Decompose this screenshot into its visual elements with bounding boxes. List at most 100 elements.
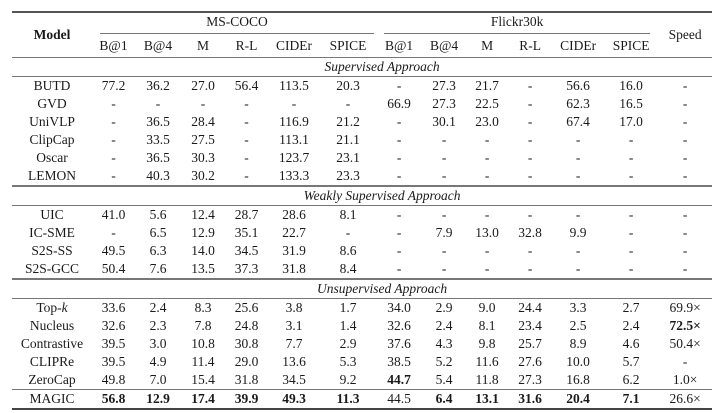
header-flickr30k: Flickr30k — [376, 12, 658, 34]
table-cell: - — [155, 96, 161, 111]
table-cell: - — [396, 243, 402, 258]
model-name: MAGIC — [12, 390, 92, 410]
table-cell: 16.0 — [619, 78, 643, 93]
table-row: Top-k 33.6 2.4 8.3 25.6 3.8 1.7 34.0 2.9 9.0 24.4 3… — [12, 298, 713, 318]
table-cell: - — [441, 261, 447, 276]
table-cell: - — [628, 207, 634, 222]
table-cell: 37.3 — [234, 261, 259, 276]
table-cell: - — [682, 225, 688, 240]
table-cell: 56.8 — [101, 391, 126, 406]
table-cell: 32.8 — [518, 225, 542, 240]
table-cell: - — [484, 243, 490, 258]
table-cell: 30.2 — [191, 168, 215, 183]
header-metric: B@4 — [143, 37, 173, 53]
table-cell: 20.3 — [336, 78, 360, 93]
table-cell: - — [484, 207, 490, 222]
table-cell: - — [345, 96, 351, 111]
table-cell: - — [527, 261, 533, 276]
table-cell: - — [111, 132, 116, 147]
table-cell: 14.0 — [191, 243, 215, 258]
table-cell: - — [345, 225, 351, 240]
table-cell: - — [527, 150, 533, 165]
table-cell: 29.0 — [234, 354, 259, 369]
table-cell: 8.4 — [339, 261, 357, 276]
table-cell: 44.7 — [387, 372, 411, 387]
model-name: Nucleus — [12, 317, 92, 335]
table-cell: - — [484, 132, 490, 147]
table-cell: 30.8 — [234, 336, 259, 351]
table-cell: 11.6 — [475, 354, 499, 369]
table-cell: 7.8 — [194, 318, 212, 333]
table-cell: 31.8 — [282, 261, 306, 276]
table-cell: 33.5 — [146, 132, 170, 147]
header-metric: B@1 — [384, 37, 414, 53]
model-name: GVD — [12, 95, 92, 113]
model-name-text: LEMON — [28, 168, 76, 183]
table-row: GVD - - - - - - 66.9 27.3 22.5 - 62.3 16.5 - — [12, 95, 712, 113]
model-name: Top-k — [12, 299, 92, 318]
table-cell: - — [396, 114, 402, 129]
table-cell: 24.4 — [518, 300, 542, 315]
table-cell: 6.4 — [435, 391, 453, 406]
table-cell: 5.6 — [149, 207, 167, 222]
table-cell: - — [628, 243, 634, 258]
table-cell: 113.1 — [279, 132, 309, 147]
table-cell: 13.0 — [475, 225, 499, 240]
table-cell: - — [244, 150, 249, 165]
section-header: Supervised Approach — [12, 57, 713, 77]
table-cell: - — [682, 354, 688, 369]
header-metric: B@4 — [429, 37, 459, 53]
table-cell: 4.6 — [622, 336, 640, 351]
table-cell: - — [396, 168, 402, 183]
table-cell: - — [111, 96, 116, 111]
table-cell: 8.3 — [194, 300, 212, 315]
section-title: Unsupervised Approach — [317, 281, 448, 296]
table-cell: - — [682, 261, 688, 276]
table-cell: - — [244, 132, 249, 147]
table-cell: 44.5 — [387, 391, 411, 406]
header-metric: CIDEr — [276, 37, 312, 53]
table-cell: 66.9 — [387, 96, 411, 111]
table-cell: 10.0 — [566, 354, 590, 369]
table-cell: - — [244, 114, 249, 129]
table-cell: - — [575, 207, 581, 222]
table-cell: 8.1 — [478, 318, 496, 333]
table-cell: - — [484, 168, 490, 183]
model-name: ZeroCap — [12, 371, 92, 390]
model-name-text: BUTD — [33, 78, 71, 93]
table-row: IC-SME - 6.5 12.9 35.1 22.7 - - 7.9 13.0 32.8 9.9 - - — [12, 224, 712, 242]
table-cell: 13.6 — [282, 354, 306, 369]
table-cell: 36.5 — [146, 114, 170, 129]
model-name: IC-SME — [12, 224, 92, 242]
header-flickr30k-label: Flickr30k — [384, 14, 651, 34]
table-cell: - — [682, 168, 688, 183]
table-cell: 30.3 — [191, 150, 215, 165]
table-cell: - — [575, 261, 581, 276]
table-cell: 49.3 — [282, 391, 306, 406]
table-cell: - — [396, 78, 402, 93]
model-name-italic: k — [61, 300, 68, 315]
header-speed: Speed — [668, 27, 702, 42]
table-cell: 8.1 — [339, 207, 357, 222]
table-cell: 21.7 — [475, 78, 499, 93]
header-metric: SPICE — [612, 37, 650, 53]
table-cell: 12.9 — [191, 225, 215, 240]
table-cell: - — [682, 243, 688, 258]
table-cell: - — [484, 150, 490, 165]
table-cell: 27.3 — [432, 96, 456, 111]
table-cell: 11.8 — [475, 372, 499, 387]
header-metric: CIDEr — [560, 37, 597, 53]
header-metric: M — [196, 37, 209, 53]
table-cell: - — [396, 150, 402, 165]
model-name: ClipCap — [12, 131, 92, 149]
header-ms-coco: MS-COCO — [92, 12, 376, 34]
table-cell: 123.7 — [278, 150, 310, 165]
table-cell: 50.4 — [101, 261, 126, 276]
table-cell: 77.2 — [101, 78, 126, 93]
header-ms-coco-label: MS-COCO — [100, 14, 375, 34]
table-cell: 28.6 — [282, 207, 306, 222]
model-name: LEMON — [12, 167, 92, 186]
model-name: Contrastive — [12, 335, 92, 353]
table-cell: - — [575, 150, 581, 165]
model-name-text: UIC — [40, 207, 64, 222]
